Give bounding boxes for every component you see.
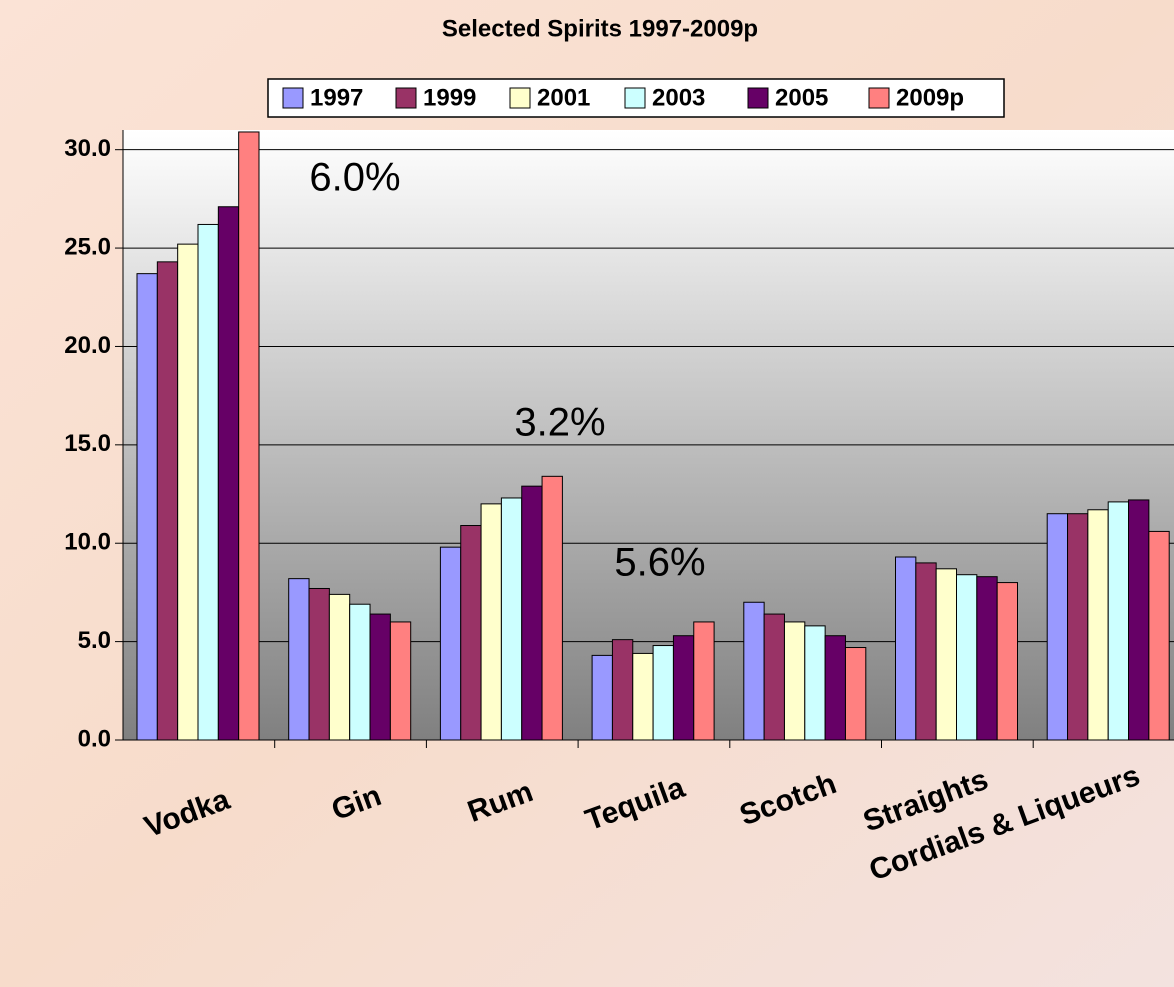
y-tick-label: 30.0 bbox=[64, 135, 111, 162]
legend-swatch bbox=[868, 87, 890, 109]
y-tick-label: 15.0 bbox=[64, 430, 111, 457]
bar bbox=[197, 223, 219, 741]
bar bbox=[895, 556, 917, 741]
bar bbox=[632, 652, 654, 741]
bar bbox=[915, 562, 937, 741]
bar bbox=[763, 613, 785, 741]
bar bbox=[439, 546, 462, 741]
bar bbox=[238, 131, 260, 741]
legend-label: 2003 bbox=[652, 84, 705, 111]
bar bbox=[521, 485, 543, 741]
legend-swatch bbox=[509, 87, 531, 109]
annotation: 5.6% bbox=[614, 541, 705, 585]
bar bbox=[177, 243, 199, 741]
bar bbox=[460, 525, 482, 741]
y-tick-label: 10.0 bbox=[64, 529, 111, 556]
bar bbox=[217, 206, 240, 741]
bar bbox=[369, 613, 391, 741]
bar bbox=[956, 574, 978, 741]
bar bbox=[389, 621, 412, 741]
bar bbox=[935, 568, 958, 741]
bar bbox=[1046, 513, 1069, 741]
bar bbox=[1087, 509, 1109, 741]
legend-swatch bbox=[624, 87, 646, 109]
bar bbox=[308, 587, 330, 741]
bar bbox=[1107, 501, 1130, 741]
bar bbox=[976, 576, 998, 741]
legend-swatch bbox=[395, 87, 417, 109]
bar bbox=[591, 654, 613, 741]
legend-label: 2009p bbox=[896, 84, 964, 111]
legend-label: 2005 bbox=[775, 84, 828, 111]
bar bbox=[996, 582, 1019, 741]
bar bbox=[1148, 530, 1170, 741]
legend-label: 2001 bbox=[537, 84, 590, 111]
legend-label: 1997 bbox=[310, 84, 363, 111]
legend-swatch bbox=[747, 87, 769, 109]
legend-swatch bbox=[282, 87, 304, 109]
y-tick-label: 0.0 bbox=[78, 725, 111, 752]
bar bbox=[693, 621, 715, 741]
legend-label: 1999 bbox=[423, 84, 476, 111]
bar bbox=[652, 645, 674, 741]
y-tick-label: 20.0 bbox=[64, 332, 111, 359]
bar bbox=[804, 625, 826, 741]
bar bbox=[672, 635, 695, 741]
bar bbox=[500, 497, 523, 741]
bar bbox=[328, 593, 351, 741]
bar bbox=[611, 639, 634, 741]
bar bbox=[136, 273, 158, 741]
bar bbox=[1128, 499, 1150, 741]
bar bbox=[783, 621, 806, 741]
y-tick-label: 5.0 bbox=[78, 627, 111, 654]
bar bbox=[156, 261, 179, 741]
annotation: 3.2% bbox=[514, 401, 605, 445]
annotation: 6.0% bbox=[309, 156, 400, 200]
chart-title: Selected Spirits 1997-2009p bbox=[442, 15, 758, 42]
bar bbox=[288, 578, 310, 741]
bar bbox=[349, 603, 371, 741]
bar bbox=[844, 647, 867, 741]
bar bbox=[541, 475, 563, 741]
y-tick-label: 25.0 bbox=[64, 233, 111, 260]
bar bbox=[1067, 513, 1089, 741]
bar bbox=[743, 601, 765, 741]
bar bbox=[824, 635, 846, 741]
bar bbox=[480, 503, 502, 741]
